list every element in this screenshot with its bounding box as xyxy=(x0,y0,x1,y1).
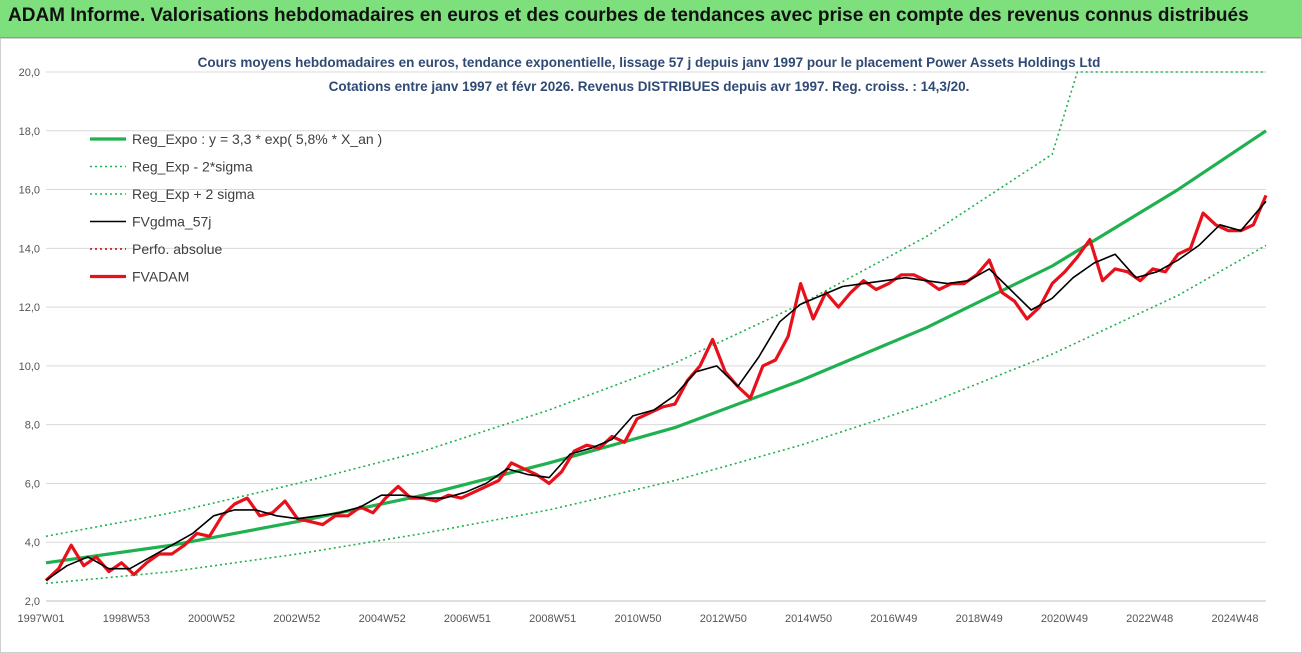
x-tick-label: 2020W49 xyxy=(1041,613,1088,625)
x-tick-label: 2006W51 xyxy=(444,613,491,625)
x-tick-label: 1997W01 xyxy=(17,613,64,625)
x-tick-label: 1998W53 xyxy=(103,613,150,625)
legend-label-4: Perfo. absolue xyxy=(132,241,222,257)
x-tick-label: 2014W50 xyxy=(785,613,832,625)
series-line-0 xyxy=(45,129,1267,565)
y-tick-label: 4,0 xyxy=(25,537,40,549)
x-tick-label: 2010W50 xyxy=(614,613,661,625)
legend-label-2: Reg_Exp + 2 sigma xyxy=(132,186,255,202)
series-layer xyxy=(44,71,1268,585)
y-axis: 2,0 4,0 6,0 8,0 10,0 12,0 14,0 16,0 18,0 20,0 xyxy=(19,67,40,608)
x-tick-label: 2000W52 xyxy=(188,613,235,625)
chart-area: Cours moyens hebdomadaires en euros, ten… xyxy=(0,38,1302,653)
series-line-1 xyxy=(45,244,1267,585)
y-tick-label: 14,0 xyxy=(19,243,40,255)
y-tick-label: 16,0 xyxy=(19,185,40,197)
series-line-3 xyxy=(45,200,1267,582)
x-tick-label: 2024W48 xyxy=(1211,613,1258,625)
y-tick-label: 6,0 xyxy=(25,478,40,490)
chart-subtitle: Cotations entre janv 1997 et févr 2026. … xyxy=(329,79,970,94)
x-tick-label: 2004W52 xyxy=(359,613,406,625)
x-axis: 1997W01 1998W53 2000W52 2002W52 2004W52 2006W… xyxy=(17,600,1266,625)
series-line-5 xyxy=(44,194,1268,582)
y-tick-label: 18,0 xyxy=(19,126,40,138)
grid-lines xyxy=(46,71,1266,602)
report-banner: ADAM Informe. Valorisations hebdomadaire… xyxy=(0,0,1302,38)
legend-label-0: Reg_Expo : y = 3,3 * exp( 5,8% * X_an ) xyxy=(132,131,382,147)
x-tick-label: 2022W48 xyxy=(1126,613,1173,625)
line-chart: Cours moyens hebdomadaires en euros, ten… xyxy=(17,55,1268,625)
y-tick-label: 10,0 xyxy=(19,361,40,373)
x-tick-label: 2016W49 xyxy=(870,613,917,625)
legend-label-1: Reg_Exp - 2*sigma xyxy=(132,159,253,175)
x-tick-label: 2008W51 xyxy=(529,613,576,625)
x-tick-label: 2002W52 xyxy=(273,613,320,625)
chart-title: Cours moyens hebdomadaires en euros, ten… xyxy=(198,55,1101,70)
y-tick-label: 2,0 xyxy=(25,596,40,608)
x-tick-label: 2012W50 xyxy=(700,613,747,625)
report-banner-title: ADAM Informe. Valorisations hebdomadaire… xyxy=(8,5,1249,26)
legend-label-5: FVADAM xyxy=(132,269,189,285)
legend-label-3: FVgdma_57j xyxy=(132,214,211,230)
y-tick-label: 8,0 xyxy=(25,420,40,432)
x-tick-label: 2018W49 xyxy=(956,613,1003,625)
y-tick-label: 20,0 xyxy=(19,67,40,79)
legend: Reg_Expo : y = 3,3 * exp( 5,8% * X_an ) R… xyxy=(90,131,382,285)
y-tick-label: 12,0 xyxy=(19,302,40,314)
